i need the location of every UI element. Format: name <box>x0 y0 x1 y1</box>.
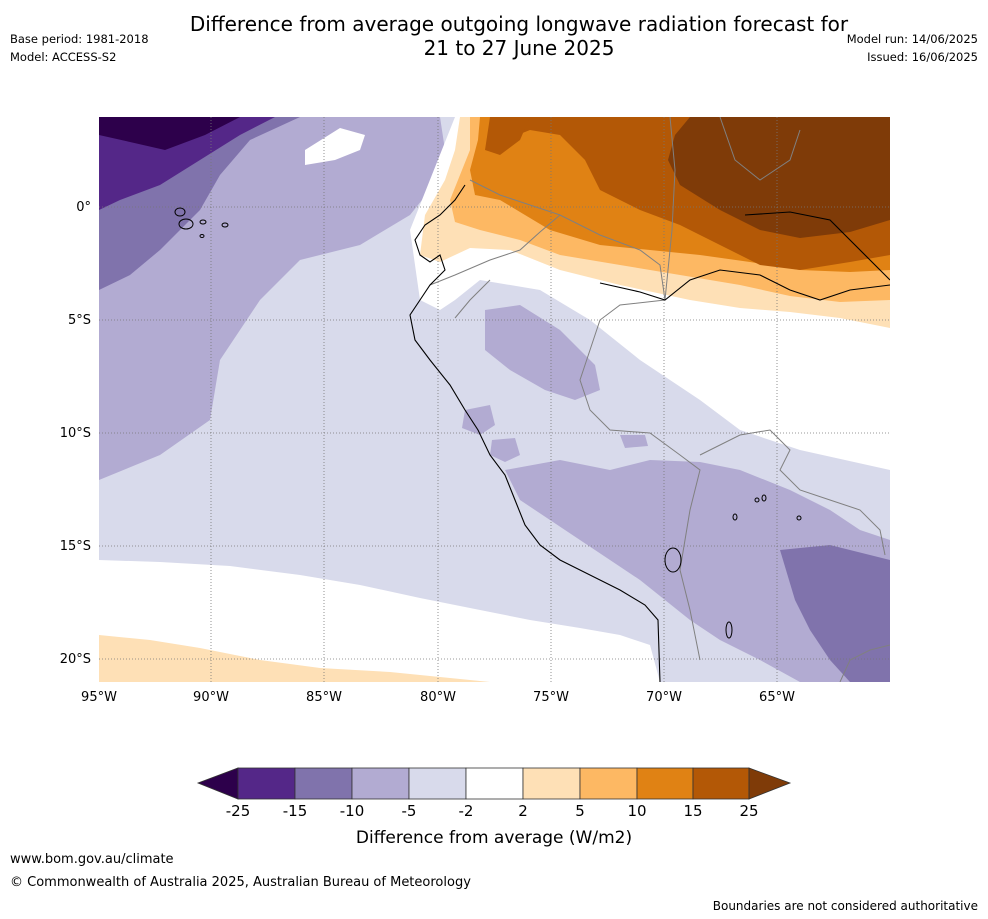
model-run-text: Model run: 14/06/2025 <box>846 32 978 46</box>
colorbar-swatch <box>351 767 410 800</box>
lat-label: 0° <box>76 200 91 215</box>
colorbar-swatch <box>579 767 638 800</box>
contour-m5-10-small-a <box>462 405 495 435</box>
contour-neutral-south <box>99 560 660 682</box>
lat-axis-labels: 0° 5°S 10°S 15°S 20°S <box>60 200 91 667</box>
contour-m5-10-small-b <box>490 438 520 462</box>
lat-label: 15°S <box>60 539 91 554</box>
lat-label: 5°S <box>68 313 91 328</box>
issued-text: Issued: 16/06/2025 <box>867 50 978 64</box>
contour-p15-25-small <box>485 117 530 155</box>
meta-right: Model run: 14/06/2025 Issued: 16/06/2025 <box>847 30 978 66</box>
lon-label: 75°W <box>533 690 569 705</box>
islands <box>174 207 802 639</box>
colorbar-tick: -5 <box>402 802 417 820</box>
map-plot-area <box>99 117 890 682</box>
contour-p2-5-sw <box>99 635 490 682</box>
lon-label: 70°W <box>646 690 682 705</box>
contour-m10-15-se <box>780 545 890 682</box>
disclaimer-text: Boundaries are not considered authoritat… <box>712 899 978 913</box>
meta-left: Base period: 1981-2018 Model: ACCESS-S2 <box>10 30 149 66</box>
contour-m5-10-peru <box>485 305 600 400</box>
contour-m5-10-bolivia-north <box>620 435 648 448</box>
contour-neutral-top <box>305 128 365 165</box>
colorbar-tick: 25 <box>739 802 758 820</box>
lon-label: 65°W <box>759 690 795 705</box>
colorbar-swatch <box>465 767 524 800</box>
colorbar-swatch <box>294 767 353 800</box>
colorbar-swatch <box>237 767 296 800</box>
contour-m5-10-south <box>505 460 890 682</box>
lat-label: 10°S <box>60 426 91 441</box>
colorbar-swatch <box>692 767 750 800</box>
colorbar-tick: 2 <box>518 802 528 820</box>
colorbar-swatch <box>408 767 467 800</box>
colorbar-tick: -15 <box>283 802 308 820</box>
country-borders <box>429 117 890 682</box>
colorbar-tick: 15 <box>683 802 702 820</box>
colorbar-tick: -25 <box>226 802 251 820</box>
title-line-2: 21 to 27 June 2025 <box>423 36 615 60</box>
colorbar-swatch <box>636 767 694 800</box>
colorbar-tick: -10 <box>340 802 365 820</box>
lon-label: 85°W <box>306 690 342 705</box>
base-period-text: Base period: 1981-2018 <box>10 32 149 46</box>
title-line-1: Difference from average outgoing longwav… <box>189 12 849 36</box>
colorbar-arrow-right <box>748 767 792 800</box>
contour-p25 <box>668 117 890 238</box>
colorbar-swatch <box>522 767 581 800</box>
coastline <box>409 184 890 682</box>
lon-axis-labels: 95°W 90°W 85°W 80°W 75°W 70°W 65°W <box>81 690 795 705</box>
colorbar-tick: 10 <box>627 802 646 820</box>
website-url: www.bom.gov.au/climate <box>10 852 174 867</box>
lon-label: 80°W <box>420 690 456 705</box>
model-text: Model: ACCESS-S2 <box>10 50 117 64</box>
lon-label: 90°W <box>193 690 229 705</box>
colorbar-tick: 5 <box>575 802 585 820</box>
map-title: Difference from average outgoing longwav… <box>0 12 988 60</box>
lon-label: 95°W <box>81 690 117 705</box>
colorbar-tick: -2 <box>459 802 474 820</box>
gridlines <box>99 117 890 682</box>
colorbar-title: Difference from average (W/m2) <box>356 828 632 848</box>
lat-label: 20°S <box>60 652 91 667</box>
contour-m25-nw <box>99 117 240 150</box>
colorbar-arrow-left <box>196 767 239 800</box>
colorbar <box>196 767 792 800</box>
colorbar-ticks: -25 -15 -10 -5 -2 2 5 10 15 25 <box>226 802 759 820</box>
copyright-text: © Commonwealth of Australia 2025, Austra… <box>10 875 471 890</box>
